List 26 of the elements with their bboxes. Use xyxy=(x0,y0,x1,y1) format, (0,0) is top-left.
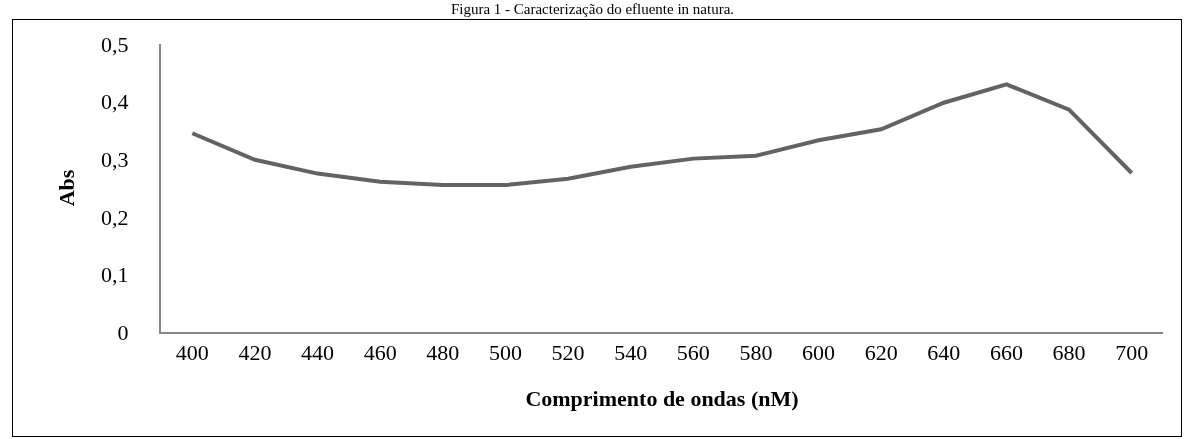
x-tick-label: 580 xyxy=(739,340,773,366)
chart-title: Figura 1 - Caracterização do efluente in natura. xyxy=(449,0,736,18)
y-tick-label: 0,2 xyxy=(101,204,129,230)
x-tick-label: 660 xyxy=(989,340,1023,366)
x-tick-label: 520 xyxy=(551,340,585,366)
x-tick-label: 620 xyxy=(864,340,898,366)
x-tick-label: 420 xyxy=(238,340,272,366)
x-tick-label: 560 xyxy=(676,340,710,366)
y-tick-label: 0,3 xyxy=(101,146,129,172)
x-tick-label: 640 xyxy=(927,340,961,366)
x-tick-label: 400 xyxy=(175,340,209,366)
y-tick-label: 0,1 xyxy=(101,262,129,288)
line-series xyxy=(190,82,1134,188)
x-tick-label: 440 xyxy=(301,340,335,366)
x-axis-title: Comprimento de ondas (nM) xyxy=(525,385,799,411)
x-tick-label: 600 xyxy=(802,340,836,366)
x-tick-label: 540 xyxy=(614,340,648,366)
y-tick-label: 0 xyxy=(117,319,129,345)
x-tick-label: 700 xyxy=(1115,340,1149,366)
y-tick-label: 0,4 xyxy=(101,89,129,115)
x-tick-label: 480 xyxy=(426,340,460,366)
x-tick-label: 460 xyxy=(363,340,397,366)
x-tick-label: 500 xyxy=(488,340,522,366)
y-axis-title: Abs xyxy=(54,169,80,207)
x-tick-label: 680 xyxy=(1052,340,1086,366)
y-tick-label: 0,5 xyxy=(101,31,129,57)
